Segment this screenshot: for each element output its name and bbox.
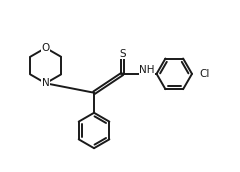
Text: S: S <box>119 49 126 59</box>
Text: O: O <box>42 43 50 53</box>
Text: Cl: Cl <box>199 69 210 79</box>
Text: N: N <box>42 78 49 88</box>
Text: NH: NH <box>139 65 155 75</box>
